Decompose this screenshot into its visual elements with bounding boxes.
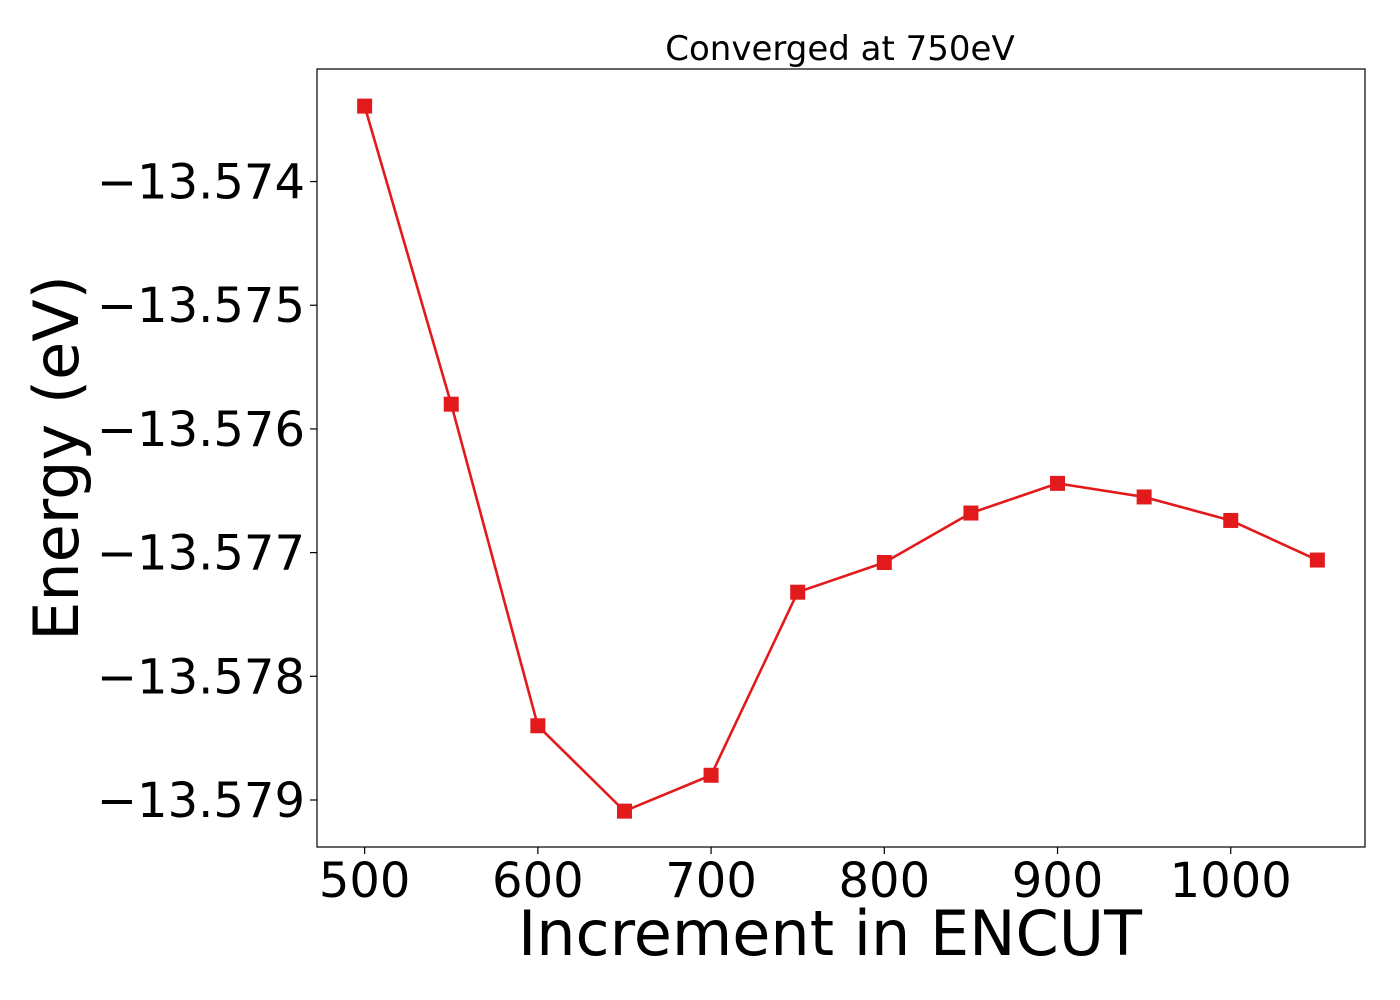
data-point-marker	[1223, 512, 1239, 528]
series-line	[363, 105, 1318, 813]
data-point-marker	[876, 555, 892, 571]
plot-frame	[316, 68, 1366, 848]
data-point-marker	[530, 718, 546, 734]
data-point-marker	[1309, 552, 1325, 568]
data-point-marker	[963, 505, 979, 521]
x-axis-title: Increment in ENCUT	[518, 897, 1143, 970]
y-axis-title: Energy (eV)	[20, 275, 93, 641]
plot-area: 500 600 700 800 900 1000 −13.574 −13.575 −13.576…	[97, 68, 1366, 909]
data-point-marker	[1050, 475, 1066, 491]
x-tick-label: 900	[1012, 853, 1104, 909]
data-point-marker	[790, 584, 806, 600]
y-tick-label: −13.576	[97, 402, 305, 458]
y-tick-label: −13.578	[97, 649, 305, 705]
y-tick-label: −13.577	[97, 526, 305, 582]
data-point-marker	[443, 396, 459, 412]
y-tick-label: −13.579	[97, 773, 305, 829]
data-point-marker	[1136, 489, 1152, 505]
data-point-marker	[357, 98, 373, 114]
x-tick-label: 1000	[1170, 853, 1292, 909]
x-tick-label: 700	[665, 853, 757, 909]
data-point-marker	[703, 767, 719, 783]
x-tick-label: 500	[319, 853, 411, 909]
data-point-marker	[616, 803, 632, 819]
x-tick-label: 600	[492, 853, 584, 909]
y-tick-label: −13.575	[97, 278, 305, 334]
chart-title: Converged at 750eV	[665, 29, 1014, 69]
y-tick-label: −13.574	[97, 155, 305, 211]
x-tick-label: 800	[838, 853, 930, 909]
